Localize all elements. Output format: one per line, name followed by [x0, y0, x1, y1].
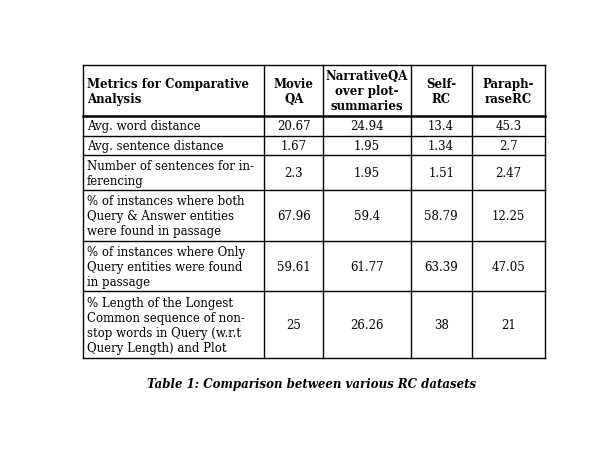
Text: 2.7: 2.7	[499, 139, 517, 152]
Text: 47.05: 47.05	[491, 260, 525, 273]
Text: 1.67: 1.67	[281, 139, 307, 152]
Text: Metrics for Comparative
Analysis: Metrics for Comparative Analysis	[87, 78, 249, 106]
Text: 13.4: 13.4	[428, 120, 454, 133]
Text: % of instances where both
Query & Answer entities
were found in passage: % of instances where both Query & Answer…	[87, 194, 244, 237]
Text: Movie
QA: Movie QA	[274, 78, 314, 106]
Text: 1.95: 1.95	[354, 166, 380, 179]
Text: 20.67: 20.67	[277, 120, 311, 133]
Text: Number of sentences for in-
ferencing: Number of sentences for in- ferencing	[87, 159, 254, 187]
Text: 2.47: 2.47	[496, 166, 522, 179]
Text: 1.34: 1.34	[428, 139, 454, 152]
Text: 26.26: 26.26	[350, 318, 384, 331]
Text: Table 1: Comparison between various RC datasets: Table 1: Comparison between various RC d…	[147, 377, 476, 391]
Text: 58.79: 58.79	[424, 209, 458, 222]
Text: 1.51: 1.51	[428, 166, 454, 179]
Text: 12.25: 12.25	[492, 209, 525, 222]
Text: 61.77: 61.77	[350, 260, 384, 273]
Text: 24.94: 24.94	[350, 120, 384, 133]
Text: Paraph-
raseRC: Paraph- raseRC	[483, 78, 534, 106]
Text: % Length of the Longest
Common sequence of non-
stop words in Query (w.r.t
Query: % Length of the Longest Common sequence …	[87, 296, 244, 354]
Text: Avg. sentence distance: Avg. sentence distance	[87, 139, 224, 152]
Text: 67.96: 67.96	[277, 209, 311, 222]
Text: 25: 25	[286, 318, 302, 331]
Text: 38: 38	[434, 318, 449, 331]
Text: 21: 21	[501, 318, 516, 331]
Text: 2.3: 2.3	[285, 166, 303, 179]
Text: 63.39: 63.39	[424, 260, 458, 273]
Text: Self-
RC: Self- RC	[426, 78, 456, 106]
Text: 1.95: 1.95	[354, 139, 380, 152]
Text: 59.4: 59.4	[354, 209, 380, 222]
Text: % of instances where Only
Query entities were found
in passage: % of instances where Only Query entities…	[87, 245, 245, 288]
Text: Avg. word distance: Avg. word distance	[87, 120, 201, 133]
Text: NarrativeQA
over plot-
summaries: NarrativeQA over plot- summaries	[326, 70, 408, 113]
Text: 45.3: 45.3	[495, 120, 522, 133]
Text: 59.61: 59.61	[277, 260, 311, 273]
